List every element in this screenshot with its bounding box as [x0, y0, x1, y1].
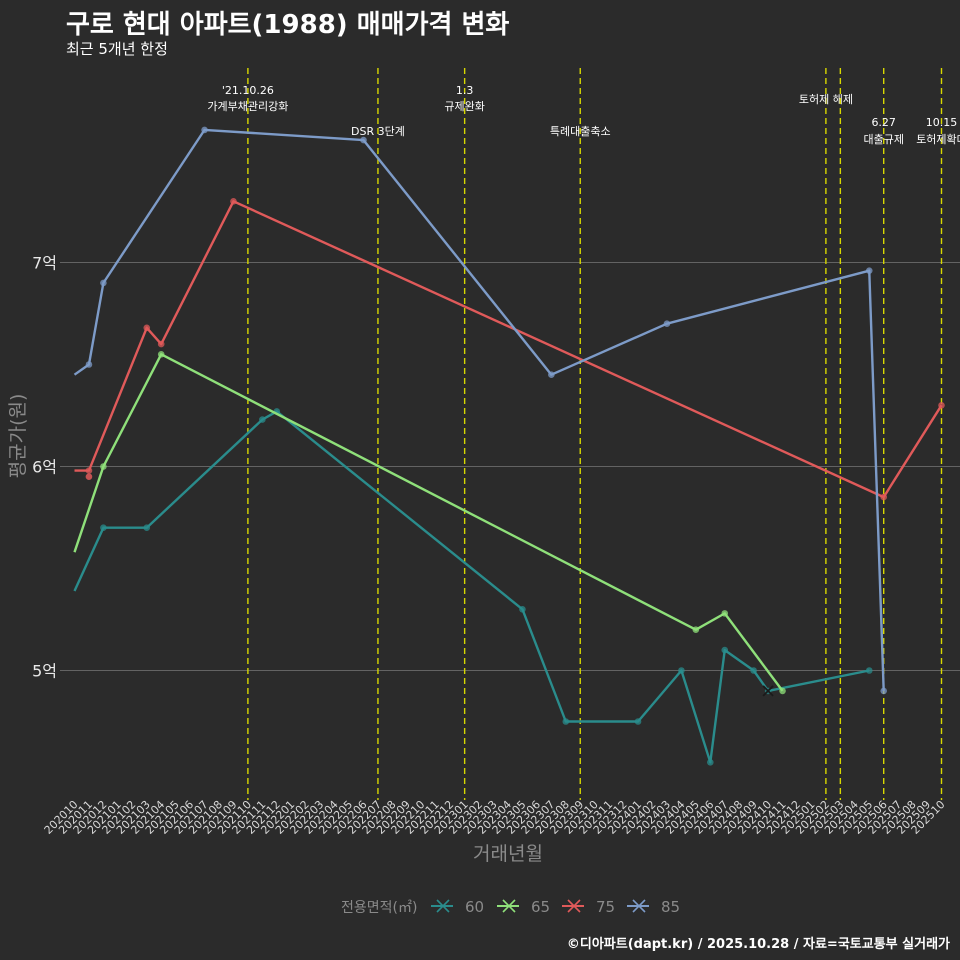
- gridlines: [60, 262, 960, 671]
- series-65-point: [721, 610, 729, 617]
- series-75-point: [85, 473, 93, 481]
- series-85-point: [201, 126, 208, 134]
- series-85-cross-point: [762, 685, 774, 697]
- legend-label-85: 85: [661, 898, 680, 916]
- series-60-point: [865, 667, 873, 674]
- series-60-point: [634, 718, 642, 725]
- series-85-point: [548, 371, 555, 379]
- series-60-point: [678, 667, 685, 674]
- series-60-point: [721, 646, 729, 654]
- event-annotation: DSR 3단계: [351, 125, 405, 138]
- legend: 전용면적(㎡) 60 65 75 85: [341, 898, 680, 916]
- legend-label-65: 65: [531, 898, 550, 916]
- legend-label-60: 60: [465, 898, 484, 916]
- event-annotation: 대출규제: [863, 133, 903, 146]
- x-axis-ticks: 2020102020112020122021012021022021032021…: [42, 798, 948, 837]
- series-60-point: [143, 524, 151, 531]
- series-60-point: [519, 606, 526, 613]
- series-85-point: [880, 687, 887, 695]
- series-75-point: [143, 324, 151, 332]
- series-75-point: [230, 198, 237, 205]
- chart-subtitle: 최근 5개년 한정: [66, 40, 168, 58]
- series-85-point: [360, 136, 367, 144]
- series-60-point: [707, 759, 714, 766]
- event-annotation: 10.15: [926, 116, 958, 129]
- series-75-line: [74, 200, 943, 499]
- legend-key-75-marker: [567, 899, 581, 913]
- chart-title: 구로 현대 아파트(1988) 매매가격 변화: [66, 10, 510, 40]
- series-65-point: [100, 463, 107, 470]
- event-annotation: 토허제확대: [916, 133, 960, 146]
- event-annotation: 토허제 해제: [799, 92, 853, 106]
- event-annotation: '21.10.26: [222, 84, 274, 97]
- credit-line: ©디아파트(dapt.kr) / 2025.10.28 / 자료=국토교통부 실…: [566, 937, 950, 952]
- series-75-point: [157, 340, 165, 348]
- series-65-point: [779, 687, 786, 695]
- series-85-point: [100, 279, 107, 287]
- event-annotation: 규제완화: [444, 100, 484, 113]
- series-60-point: [259, 416, 266, 423]
- legend-label-75: 75: [596, 898, 615, 916]
- series-65-point: [692, 626, 700, 633]
- series-65-point: [157, 351, 165, 358]
- legend-key-65-marker: [502, 899, 516, 913]
- legend-title: 전용면적(㎡): [341, 900, 417, 916]
- event-annotation: 특례대출축소: [550, 125, 611, 138]
- series-75-point: [85, 467, 93, 474]
- series-85-point: [865, 267, 873, 274]
- series-85-point: [85, 361, 93, 368]
- series-85-point: [663, 320, 671, 328]
- event-annotation: 가계부채관리강화: [207, 100, 288, 113]
- event-annotation: 1.3: [456, 84, 474, 97]
- series-65-line: [73, 353, 784, 692]
- y-tick-label: 6억: [32, 458, 57, 477]
- y-tick-label: 7억: [32, 254, 57, 273]
- series-60-point: [562, 718, 570, 725]
- series-85-line: [73, 128, 885, 691]
- event-annotation: 6.27: [871, 116, 896, 129]
- series-60-point: [100, 524, 107, 531]
- y-axis-title: 평균가(원): [7, 394, 29, 479]
- series-75-point: [938, 402, 945, 409]
- series-60-point: [750, 667, 757, 674]
- y-tick-label: 5억: [32, 662, 57, 681]
- legend-key-85-marker: [632, 899, 646, 913]
- x-axis-title: 거래년월: [473, 843, 543, 865]
- y-axis-ticks: 5억 6억 7억: [32, 254, 57, 681]
- series-lines: [73, 126, 945, 766]
- legend-key-60-marker: [436, 899, 450, 913]
- series-75-point: [880, 493, 887, 501]
- series-60-line: [73, 410, 870, 764]
